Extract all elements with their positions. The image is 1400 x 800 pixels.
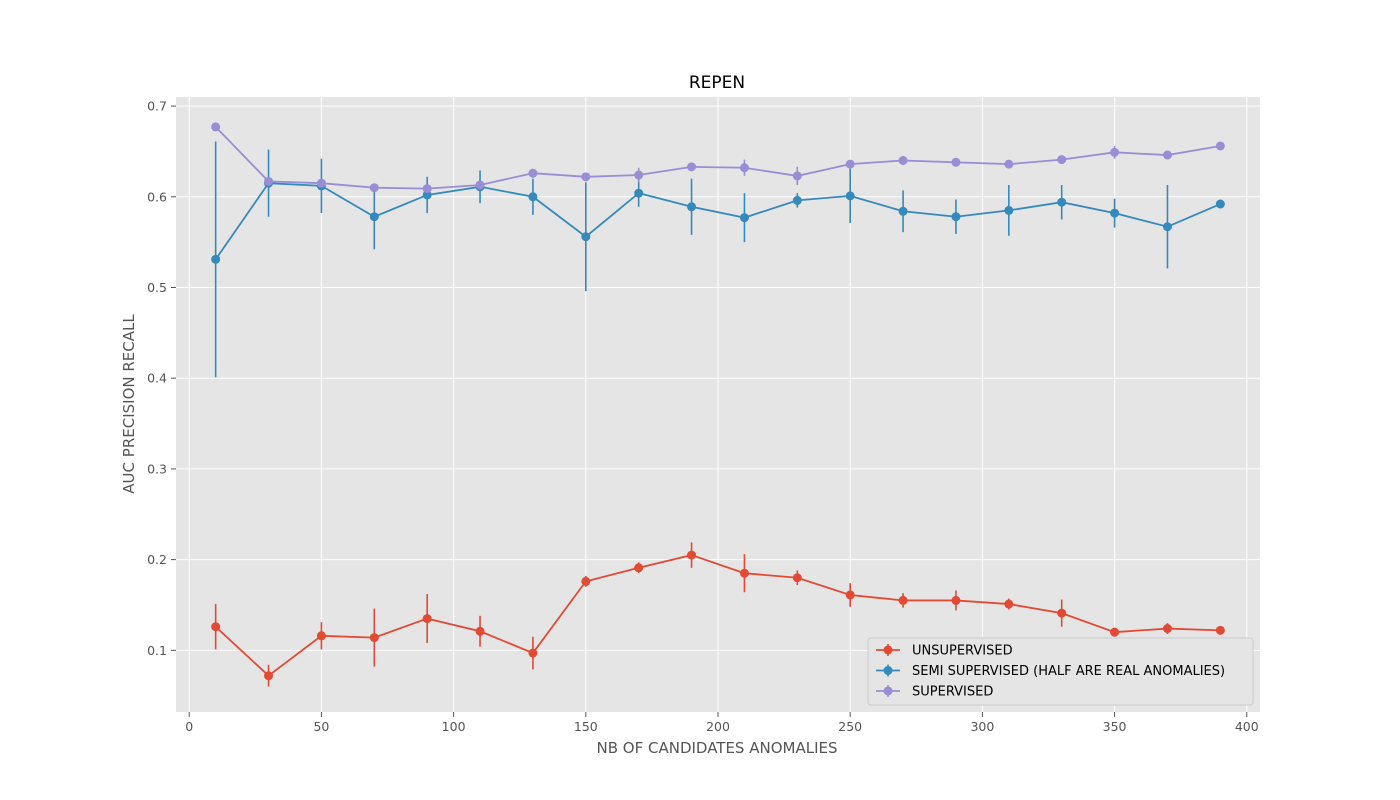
data-point: [581, 576, 591, 586]
data-point: [211, 622, 221, 632]
data-point: [528, 168, 538, 178]
data-point: [1162, 624, 1172, 634]
legend: UNSUPERVISED SEMI SUPERVISED (HALF ARE RE…: [867, 637, 1254, 706]
data-point: [898, 595, 908, 605]
data-point: [475, 180, 485, 190]
data-point: [687, 162, 697, 172]
data-point: [475, 626, 485, 636]
legend-marker: [883, 666, 893, 675]
x-tick-label: 100: [442, 719, 466, 734]
data-point: [792, 195, 802, 205]
data-point: [1004, 205, 1014, 215]
data-point: [1057, 608, 1067, 618]
series-layer: [211, 122, 1225, 687]
legend-marker: [883, 645, 893, 655]
series-3: [211, 122, 1225, 194]
legend-item: SUPERVISED: [876, 685, 993, 700]
data-point: [211, 254, 221, 264]
y-tick-label: 0.3: [147, 461, 167, 476]
y-tick-label: 0.7: [147, 99, 167, 114]
data-point: [1215, 625, 1225, 635]
data-point: [739, 163, 749, 173]
data-point: [951, 595, 961, 605]
chart-title: REPEN: [689, 73, 745, 93]
x-axis-ticks: 0 50 100 150 200 250 300 350 400: [185, 712, 1259, 734]
data-point: [316, 631, 326, 641]
data-point: [898, 206, 908, 216]
data-point: [211, 122, 221, 132]
legend-item: UNSUPERVISED: [876, 644, 1013, 659]
x-tick-label: 350: [1103, 719, 1127, 734]
data-point: [264, 176, 274, 186]
data-point: [1215, 199, 1225, 209]
data-point: [951, 157, 961, 167]
data-point: [634, 563, 644, 573]
data-point: [687, 202, 697, 212]
data-point: [898, 155, 908, 165]
data-point: [369, 183, 379, 193]
data-point: [1004, 159, 1014, 169]
data-point: [1110, 147, 1120, 157]
data-point: [1215, 141, 1225, 151]
data-point: [1057, 197, 1067, 207]
data-point: [528, 192, 538, 202]
legend-label: UNSUPERVISED: [912, 644, 1013, 659]
data-point: [634, 188, 644, 198]
data-point: [634, 170, 644, 180]
x-tick-label: 50: [313, 719, 329, 734]
y-tick-label: 0.5: [147, 280, 167, 295]
data-point: [316, 178, 326, 188]
data-point: [739, 568, 749, 578]
legend-box: [867, 637, 1254, 706]
data-point: [845, 159, 855, 169]
y-axis-ticks: 0.1 0.2 0.3 0.4 0.5 0.6 0.7: [147, 99, 176, 658]
data-point: [1110, 208, 1120, 218]
y-tick-label: 0.6: [147, 189, 167, 204]
data-point: [422, 184, 432, 194]
data-point: [739, 213, 749, 223]
x-tick-label: 250: [838, 719, 862, 734]
legend-label: SEMI SUPERVISED (HALF ARE REAL ANOMALIES…: [912, 664, 1225, 679]
data-point: [845, 590, 855, 600]
x-tick-label: 0: [185, 719, 193, 734]
x-tick-label: 150: [574, 719, 598, 734]
y-tick-label: 0.4: [147, 371, 167, 386]
y-tick-label: 0.2: [147, 552, 167, 567]
legend-label: SUPERVISED: [912, 685, 993, 700]
data-point: [581, 232, 591, 242]
data-point: [369, 633, 379, 643]
series-line: [214, 182, 1221, 260]
data-point: [422, 614, 432, 624]
x-tick-label: 400: [1235, 719, 1259, 734]
data-point: [845, 191, 855, 201]
data-point: [1004, 599, 1014, 609]
data-point: [1162, 150, 1172, 160]
data-point: [422, 190, 432, 200]
legend-marker: [883, 686, 893, 696]
data-point: [1162, 222, 1172, 232]
y-tick-label: 0.1: [147, 643, 167, 658]
y-axis-label: AUC PRECISION RECALL: [120, 314, 138, 494]
x-axis-label: NB OF CANDIDATES ANOMALIES: [597, 739, 838, 757]
data-point: [1057, 155, 1067, 165]
legend-item: SEMI SUPERVISED (HALF ARE REAL ANOMALIES…: [876, 664, 1225, 679]
data-point: [951, 212, 961, 222]
data-point: [792, 171, 802, 181]
x-tick-label: 200: [706, 719, 730, 734]
data-point: [528, 648, 538, 658]
data-point: [1110, 627, 1120, 637]
data-point: [264, 671, 274, 681]
x-tick-label: 300: [970, 719, 994, 734]
series-line: [215, 554, 1221, 677]
data-point: [792, 573, 802, 583]
series-1: [211, 542, 1225, 687]
data-point: [581, 172, 591, 182]
series-line: [215, 126, 1221, 190]
data-point: [369, 212, 379, 222]
data-point: [687, 550, 697, 560]
